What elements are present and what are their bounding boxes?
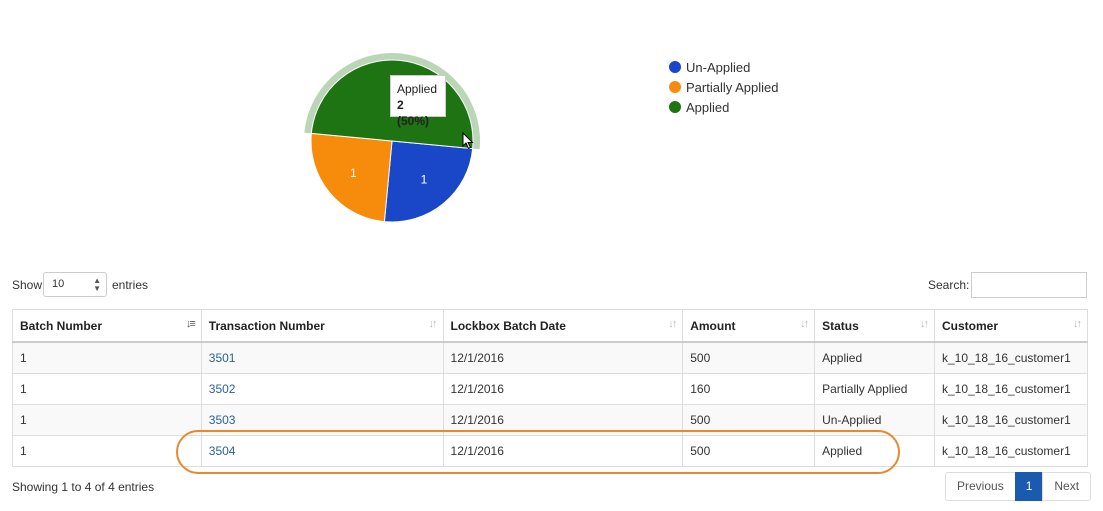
legend-label: Partially Applied (686, 79, 779, 95)
cell-batch-number: 1 (12, 404, 202, 436)
cell-lockbox-batch-date: 12/1/2016 (442, 404, 684, 436)
table-row: 1 3501 12/1/2016 500 Applied k_10_18_16_… (12, 341, 1089, 374)
sort-icon: ↓↑ (1073, 318, 1082, 330)
show-label: Show (12, 278, 43, 292)
legend-label: Un-Applied (686, 59, 751, 75)
cell-status: Partially Applied (814, 373, 935, 405)
transaction-link[interactable]: 3502 (208, 382, 236, 396)
legend-item-partially-applied[interactable]: Partially Applied (669, 77, 779, 97)
sort-icon: ↓↑ (668, 318, 677, 330)
cell-transaction-number: 3504 (200, 435, 444, 467)
legend-swatch (669, 101, 681, 113)
table-header-row: Batch Number ↓≡ Transaction Number ↓↑ Lo… (12, 309, 1089, 343)
pagination: Previous 1 Next (945, 472, 1092, 501)
mouse-cursor-icon (462, 132, 474, 150)
cell-transaction-number: 3502 (200, 373, 444, 405)
pie-chart: 11 (304, 53, 480, 223)
column-header-batch-number[interactable]: Batch Number ↓≡ (12, 309, 202, 343)
cell-lockbox-batch-date: 12/1/2016 (442, 373, 684, 405)
chart-legend: Un-Applied Partially Applied Applied (669, 57, 779, 117)
transaction-link[interactable]: 3503 (208, 413, 236, 427)
cell-customer: k_10_18_16_customer1 (933, 373, 1089, 405)
column-header-customer[interactable]: Customer ↓↑ (933, 309, 1089, 343)
cell-customer: k_10_18_16_customer1 (933, 404, 1089, 436)
transactions-table: Batch Number ↓≡ Transaction Number ↓↑ Lo… (12, 309, 1089, 467)
legend-item-applied[interactable]: Applied (669, 97, 779, 117)
legend-swatch (669, 61, 681, 73)
cell-amount: 500 (682, 341, 816, 374)
tooltip-value: 2 (50%) (397, 98, 430, 128)
column-header-status[interactable]: Status ↓↑ (814, 309, 935, 343)
table-row: 1 3502 12/1/2016 160 Partially Applied k… (12, 373, 1089, 405)
search-label: Search: (928, 278, 970, 292)
cell-lockbox-batch-date: 12/1/2016 (442, 435, 684, 467)
cell-status: Un-Applied (814, 404, 935, 436)
table-row: 1 3503 12/1/2016 500 Un-Applied k_10_18_… (12, 404, 1089, 436)
sort-icon: ↓↑ (800, 318, 809, 330)
entries-per-page-select[interactable]: 10 ▲ ▼ (43, 272, 107, 297)
column-header-label: Lockbox Batch Date (450, 318, 566, 333)
tooltip-label: Applied (397, 82, 438, 96)
table-row: 1 3504 12/1/2016 500 Applied k_10_18_16_… (12, 435, 1089, 467)
pie-slice-partially-applied[interactable] (310, 132, 393, 223)
transaction-link[interactable]: 3501 (208, 351, 236, 365)
cell-status: Applied (814, 341, 935, 374)
cell-amount: 500 (682, 404, 816, 436)
column-header-label: Transaction Number (208, 318, 325, 333)
cell-transaction-number: 3501 (200, 341, 444, 374)
sort-icon: ↓↑ (428, 318, 438, 330)
cell-amount: 160 (682, 373, 816, 405)
column-header-label: Batch Number (20, 318, 103, 333)
pie-slice-value-label: 1 (350, 166, 357, 180)
select-arrows-icon: ▲ ▼ (93, 276, 101, 293)
previous-page-button[interactable]: Previous (945, 472, 1016, 501)
column-header-lockbox-batch-date[interactable]: Lockbox Batch Date ↓↑ (442, 309, 684, 343)
sort-icon: ↓↑ (919, 318, 929, 330)
entries-label: entries (112, 278, 149, 292)
column-header-label: Amount (690, 318, 736, 333)
entries-select-value: 10 (52, 278, 65, 290)
column-header-amount[interactable]: Amount ↓↑ (682, 309, 816, 343)
pie-slice-value-label: 1 (421, 173, 428, 187)
transaction-link[interactable]: 3504 (208, 444, 236, 458)
cell-customer: k_10_18_16_customer1 (933, 341, 1089, 374)
cell-batch-number: 1 (12, 373, 202, 405)
chart-tooltip: Applied 2 (50%) (390, 75, 446, 128)
cell-status: Applied (814, 435, 935, 467)
cell-amount: 500 (682, 435, 816, 467)
legend-label: Applied (686, 99, 730, 115)
pie-slice-un-applied[interactable] (383, 140, 474, 223)
next-page-button[interactable]: Next (1042, 472, 1092, 501)
page-1-button[interactable]: 1 (1014, 472, 1044, 501)
cell-batch-number: 1 (12, 435, 202, 467)
column-header-transaction-number[interactable]: Transaction Number ↓↑ (200, 309, 444, 343)
search-input[interactable] (971, 272, 1087, 298)
table-info: Showing 1 to 4 of 4 entries (12, 480, 155, 494)
cell-transaction-number: 3503 (200, 404, 444, 436)
cell-batch-number: 1 (12, 341, 202, 374)
cell-customer: k_10_18_16_customer1 (933, 435, 1089, 467)
sort-ascending-icon: ↓≡ (185, 318, 196, 330)
column-header-label: Customer (941, 318, 998, 333)
cell-lockbox-batch-date: 12/1/2016 (442, 341, 684, 374)
table-controls: Show 10 ▲ ▼ entries Search: (12, 272, 1088, 300)
legend-swatch (669, 81, 681, 93)
legend-item-un-applied[interactable]: Un-Applied (669, 57, 779, 77)
column-header-label: Status (822, 318, 859, 333)
